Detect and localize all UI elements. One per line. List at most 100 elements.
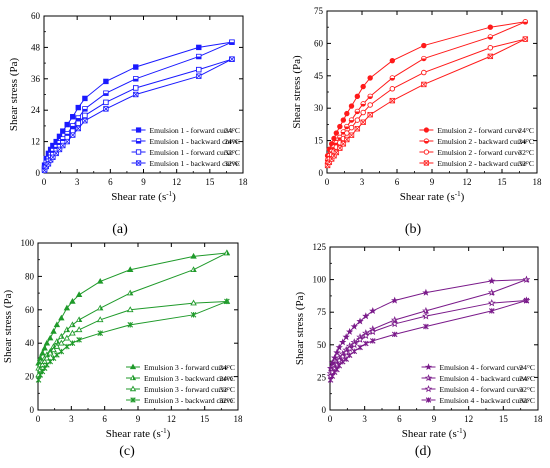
- series-line: [327, 21, 526, 156]
- data-point: [360, 101, 366, 107]
- marker-half: [394, 317, 398, 323]
- marker-star: [422, 288, 430, 296]
- data-point: [351, 348, 358, 355]
- legend-temp: 32°C: [219, 385, 235, 394]
- y-tick-label: 100: [21, 238, 35, 248]
- y-tick-label: 24: [31, 105, 41, 115]
- legend-label: Emulsion 2 - forward curve: [437, 148, 522, 157]
- marker-half: [390, 77, 395, 81]
- x-tick-label: 3: [69, 414, 74, 424]
- marker-star: [335, 356, 344, 364]
- y-tick-label: 25: [317, 372, 327, 382]
- data-point: [391, 296, 399, 304]
- legend-label: Emulsion 4 - forward curve: [440, 363, 525, 372]
- marker-circle: [423, 149, 430, 155]
- data-point: [389, 75, 396, 81]
- panel-label: (d): [415, 444, 432, 459]
- marker-x-star: [363, 340, 369, 347]
- marker-square: [133, 85, 139, 91]
- data-point: [70, 123, 76, 129]
- marker-triangle: [126, 306, 134, 313]
- panel-label: (a): [112, 222, 128, 237]
- marker-square: [135, 127, 142, 133]
- data-point: [362, 312, 370, 320]
- marker-triangle: [50, 346, 57, 353]
- data-point: [350, 340, 359, 349]
- data-point: [97, 304, 104, 311]
- marker-square: [133, 64, 139, 70]
- data-point: [53, 342, 61, 349]
- marker-half: [428, 375, 432, 381]
- marker-star: [390, 319, 399, 328]
- x-tick-label: 12: [172, 177, 181, 187]
- data-point: [345, 327, 354, 335]
- x-axis-label: Shear rate (s-1): [402, 427, 467, 440]
- marker-half: [82, 108, 88, 112]
- x-tick-label: 9: [141, 177, 146, 187]
- data-point: [522, 36, 529, 42]
- marker-half: [61, 333, 64, 339]
- x-tick-label: 3: [75, 177, 80, 187]
- marker-star: [391, 296, 399, 304]
- data-point: [82, 112, 88, 119]
- marker-star: [333, 348, 341, 356]
- marker-square: [75, 120, 82, 127]
- series-1: [35, 249, 231, 366]
- marker-x: [367, 112, 373, 118]
- legend-temp: 32°C: [519, 385, 535, 394]
- legend-label: Emulsion 2 - forward curve: [437, 126, 522, 135]
- y-tick-label: 0: [319, 168, 324, 178]
- data-point: [196, 53, 202, 60]
- legend-label: Emulsion 1 - forward curve: [150, 148, 235, 157]
- x-tick-label: 15: [200, 414, 210, 424]
- data-point: [223, 249, 231, 256]
- marker-star: [342, 348, 351, 356]
- data-point: [50, 346, 57, 353]
- legend-temp: 24°C: [518, 137, 534, 146]
- data-point: [421, 69, 427, 76]
- data-point: [487, 288, 496, 296]
- marker-circle: [337, 123, 343, 130]
- data-point: [133, 91, 139, 98]
- x-tick-label: 18: [234, 414, 244, 424]
- marker-x-star: [97, 330, 104, 336]
- legend-temp: 32°C: [519, 396, 535, 405]
- data-point: [487, 44, 494, 51]
- data-point: [35, 377, 42, 383]
- data-point: [103, 99, 109, 106]
- y-tick-label: 36: [31, 74, 41, 84]
- marker-star: [335, 343, 343, 351]
- marker-triangle: [190, 252, 197, 259]
- data-point: [69, 297, 76, 304]
- data-point: [82, 106, 88, 112]
- y-tick-label: 60: [25, 305, 35, 315]
- series-1: [326, 275, 531, 372]
- marker-half: [70, 125, 76, 129]
- marker-half: [75, 118, 81, 121]
- data-point: [53, 150, 59, 157]
- data-point: [133, 85, 139, 91]
- marker-x-star: [523, 297, 530, 304]
- data-point: [391, 331, 398, 338]
- legend-label: Emulsion 3 - forward curve: [144, 363, 229, 372]
- marker-star: [488, 277, 496, 285]
- data-point: [41, 344, 48, 351]
- chart-panel-4: 0 3 6 9 12 15 18 0 25 50 75 100 125 Shear rate (s-1) S…: [294, 242, 543, 459]
- data-point: [58, 339, 65, 346]
- y-tick-label: 20: [25, 372, 35, 382]
- data-point: [487, 298, 496, 307]
- marker-star: [328, 359, 336, 367]
- data-point: [224, 298, 230, 305]
- marker-x: [75, 125, 81, 132]
- data-point: [389, 57, 396, 64]
- marker-half: [56, 338, 60, 344]
- data-point: [348, 103, 355, 109]
- y-tick-label: 45: [314, 71, 324, 81]
- y-axis-label: Shear stress (Pa): [8, 58, 20, 132]
